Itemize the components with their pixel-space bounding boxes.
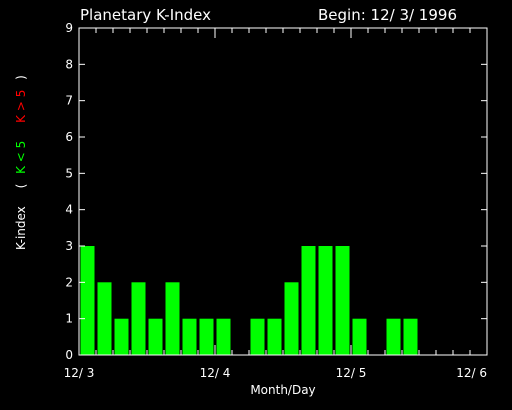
legend-open-paren: ( (14, 184, 28, 189)
y-ticks-group: 0 1 2 3 4 5 6 7 8 9 (65, 21, 487, 362)
k-index-bar (148, 318, 163, 355)
y-axis-label: K-index (14, 206, 28, 250)
y-tick-label: 4 (65, 203, 73, 217)
y-tick-label: 7 (65, 94, 73, 108)
k-index-bar (352, 318, 367, 355)
k-index-bar (403, 318, 418, 355)
legend-high: K > 5 (14, 90, 28, 123)
plot-frame (78, 27, 488, 356)
k-index-bar (165, 282, 180, 355)
k-index-bar (301, 246, 316, 355)
svg-text:K-index ( K < 5: K-index ( K < 5 K > 5 ) (14, 75, 28, 250)
k-index-bar (80, 246, 95, 355)
y-tick-label: 0 (65, 348, 73, 362)
y-tick-label: 5 (65, 166, 73, 180)
y-tick-label: 9 (65, 21, 73, 35)
k-index-bar (250, 318, 265, 355)
x-ticks-group: 12/ 3 12/ 4 12/ 5 12/ 6 (64, 28, 488, 380)
x-tick-label: 12/ 4 (200, 366, 231, 380)
k-index-bar (114, 318, 129, 355)
y-tick-label: 2 (65, 275, 73, 289)
x-tick-label: 12/ 5 (336, 366, 367, 380)
x-axis-label: Month/Day (250, 383, 315, 397)
k-index-bar (267, 318, 282, 355)
begin-date: Begin: 12/ 3/ 1996 (318, 6, 457, 24)
legend-low: K < 5 (14, 141, 28, 174)
chart-title: Planetary K-Index (80, 6, 211, 24)
legend-close-paren: ) (14, 75, 28, 80)
k-index-bar (199, 318, 214, 355)
k-index-bar (182, 318, 197, 355)
bars-group (80, 246, 418, 355)
x-tick-label: 12/ 6 (456, 366, 487, 380)
k-index-bar (318, 246, 333, 355)
k-index-bar (131, 282, 146, 355)
k-index-bar (216, 318, 231, 355)
k-index-bar (284, 282, 299, 355)
y-tick-label: 3 (65, 239, 73, 253)
y-tick-label: 1 (65, 312, 73, 326)
x-tick-label: 12/ 3 (64, 366, 95, 380)
k-index-bar (335, 246, 350, 355)
k-index-bar (386, 318, 401, 355)
y-tick-label: 8 (65, 57, 73, 71)
k-index-bar (97, 282, 112, 355)
y-axis-label-group: K-index ( K < 5 K > 5 ) (14, 75, 28, 250)
y-tick-label: 6 (65, 130, 73, 144)
